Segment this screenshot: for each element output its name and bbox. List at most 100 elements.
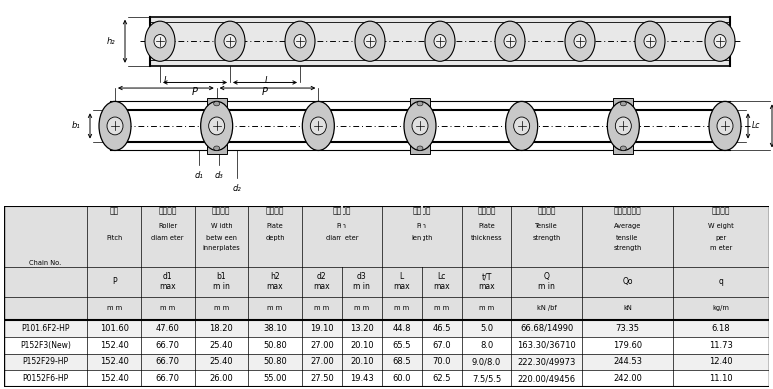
Ellipse shape	[404, 102, 436, 151]
Text: 11.10: 11.10	[709, 374, 733, 383]
Ellipse shape	[574, 35, 586, 48]
Text: 链板厚度: 链板厚度	[477, 206, 495, 215]
Ellipse shape	[635, 21, 665, 61]
Ellipse shape	[709, 102, 741, 151]
Text: P: P	[112, 277, 117, 286]
Text: m m: m m	[434, 305, 449, 311]
Ellipse shape	[565, 21, 595, 61]
Text: kN: kN	[623, 305, 632, 311]
Text: t/T
max: t/T max	[478, 272, 495, 291]
Ellipse shape	[425, 21, 455, 61]
Bar	[4, 354, 769, 370]
Ellipse shape	[302, 102, 335, 151]
Ellipse shape	[224, 35, 236, 48]
Bar	[4, 206, 769, 267]
Text: P152F29-HP: P152F29-HP	[22, 357, 69, 366]
Ellipse shape	[412, 117, 428, 135]
Ellipse shape	[504, 35, 516, 48]
Text: Lc
max: Lc max	[434, 272, 450, 291]
Bar	[613, 98, 633, 154]
Ellipse shape	[213, 146, 220, 151]
Text: Roller: Roller	[158, 223, 177, 229]
Ellipse shape	[99, 102, 131, 151]
Text: d₂: d₂	[233, 184, 241, 193]
Text: 27.00: 27.00	[310, 341, 334, 350]
Bar	[150, 17, 730, 66]
Text: 内节内宽: 内节内宽	[212, 206, 230, 215]
Text: m eter: m eter	[710, 245, 732, 251]
Ellipse shape	[514, 117, 530, 135]
Text: 11.73: 11.73	[709, 341, 733, 350]
Ellipse shape	[717, 117, 733, 135]
Text: 18.20: 18.20	[209, 324, 233, 333]
Text: d1
max: d1 max	[159, 272, 176, 291]
Text: 46.5: 46.5	[433, 324, 451, 333]
Text: m m: m m	[394, 305, 410, 311]
Text: 链板高度: 链板高度	[266, 206, 284, 215]
Text: h₂: h₂	[107, 37, 115, 46]
Text: 60.0: 60.0	[393, 374, 411, 383]
Text: 47.60: 47.60	[156, 324, 179, 333]
Text: 19.10: 19.10	[310, 324, 334, 333]
Text: L
max: L max	[393, 272, 410, 291]
Text: per: per	[716, 235, 727, 241]
Text: betw een: betw een	[206, 235, 237, 241]
Text: diam eter: diam eter	[325, 235, 358, 241]
Text: b1
m in: b1 m in	[213, 272, 230, 291]
Text: Pin: Pin	[337, 223, 347, 229]
Text: L: L	[265, 76, 270, 85]
Text: 抗拉强度: 抗拉强度	[537, 206, 556, 215]
Text: 20.10: 20.10	[350, 357, 373, 366]
Text: W idth: W idth	[210, 223, 232, 229]
Ellipse shape	[154, 35, 166, 48]
Text: 220.00/49456: 220.00/49456	[517, 374, 576, 383]
Text: 销轴直径: 销轴直径	[332, 206, 351, 215]
Text: 222.30/49973: 222.30/49973	[517, 357, 576, 366]
Text: 12.40: 12.40	[709, 357, 733, 366]
Text: 66.70: 66.70	[155, 374, 180, 383]
Text: P0152F6-HP: P0152F6-HP	[22, 374, 69, 383]
Text: strength: strength	[613, 245, 642, 251]
Text: diam eter: diam eter	[152, 235, 184, 241]
Text: Chain No.: Chain No.	[29, 260, 62, 266]
Ellipse shape	[434, 35, 446, 48]
Bar	[206, 98, 226, 154]
Text: d₃: d₃	[214, 170, 223, 179]
Text: tensile: tensile	[616, 235, 638, 241]
Text: m m: m m	[214, 305, 229, 311]
Text: 滚子直径: 滚子直径	[158, 206, 177, 215]
Text: m m: m m	[354, 305, 369, 311]
Bar	[421, 206, 423, 267]
Text: 5.0: 5.0	[480, 324, 493, 333]
Text: m m: m m	[267, 305, 283, 311]
Text: length: length	[411, 235, 433, 241]
Text: Q
m in: Q m in	[538, 272, 555, 291]
Text: Average: Average	[614, 223, 641, 229]
Text: Pin: Pin	[417, 223, 427, 229]
Bar	[4, 337, 769, 354]
Text: 销轴长度: 销轴长度	[413, 206, 431, 215]
Ellipse shape	[615, 117, 632, 135]
Text: P: P	[192, 87, 198, 97]
Text: 163.30/36710: 163.30/36710	[517, 341, 576, 350]
Text: 9.0/8.0: 9.0/8.0	[472, 357, 501, 366]
Ellipse shape	[213, 102, 220, 106]
Text: d3
m in: d3 m in	[353, 272, 370, 291]
Text: 19.43: 19.43	[350, 374, 373, 383]
Ellipse shape	[364, 35, 376, 48]
Text: Plate: Plate	[478, 223, 495, 229]
Ellipse shape	[355, 21, 385, 61]
Ellipse shape	[417, 102, 423, 106]
Text: kg/m: kg/m	[713, 305, 730, 311]
Text: P: P	[262, 87, 268, 97]
Ellipse shape	[506, 102, 538, 151]
Bar	[4, 320, 769, 337]
Text: 152.40: 152.40	[100, 374, 128, 383]
Text: 26.00: 26.00	[209, 374, 233, 383]
Text: h2
max: h2 max	[267, 272, 283, 291]
Bar	[410, 98, 430, 154]
Text: d₁: d₁	[194, 170, 203, 179]
Text: kN /bf: kN /bf	[536, 305, 557, 311]
Text: 244.53: 244.53	[613, 357, 642, 366]
Text: 25.40: 25.40	[209, 357, 233, 366]
